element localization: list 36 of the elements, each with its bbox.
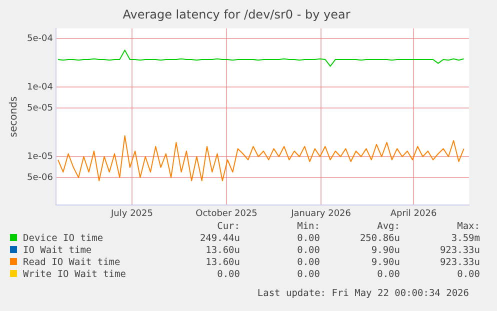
text: Min: [296, 220, 320, 232]
legend-label: Device IO time [22, 232, 104, 244]
chart-title: Average latency for /dev/sr0 - by year [122, 7, 350, 22]
text: 0.00 [296, 232, 320, 244]
text: 9.90u [370, 244, 400, 256]
text: Last update: Fri May 22 00:00:34 2026 [257, 288, 469, 299]
text: 923.33u [438, 256, 480, 268]
text: 0.00 [296, 268, 320, 280]
y-tick-label: 5e-06 [26, 172, 54, 183]
text: 249.44u [198, 232, 240, 244]
text: 9.90u [370, 256, 400, 268]
x-tick-label: July 2025 [110, 208, 153, 219]
text: 13.60u [204, 256, 240, 268]
text: Max: [456, 220, 480, 232]
text: 0.00 [296, 256, 320, 268]
legend-label: Read IO Wait time [22, 256, 122, 268]
text: 0.00 [456, 268, 480, 280]
y-axis-title: seconds [8, 96, 20, 138]
x-tick-label: April 2026 [390, 208, 437, 219]
y-tick-label: 5e-05 [26, 103, 53, 114]
text: 0.00 [216, 268, 240, 280]
x-tick-label: January 2026 [290, 208, 352, 219]
text: 13.60u [204, 244, 240, 256]
x-tick-label: October 2025 [196, 208, 258, 219]
y-tick-label: 5e-04 [26, 34, 54, 44]
text: Avg: [376, 220, 400, 232]
text: 250.86u [358, 232, 400, 244]
text: 3.59m [450, 232, 480, 244]
text: 0.00 [376, 268, 400, 280]
text: 0.00 [296, 244, 320, 256]
legend-label: IO Wait time [22, 244, 93, 256]
y-tick-label: 1e-05 [26, 152, 53, 162]
text: Cur: [216, 220, 240, 232]
legend-label: Write IO Wait time [22, 268, 127, 280]
text: 923.33u [438, 244, 480, 256]
y-tick-label: 1e-04 [26, 82, 54, 92]
